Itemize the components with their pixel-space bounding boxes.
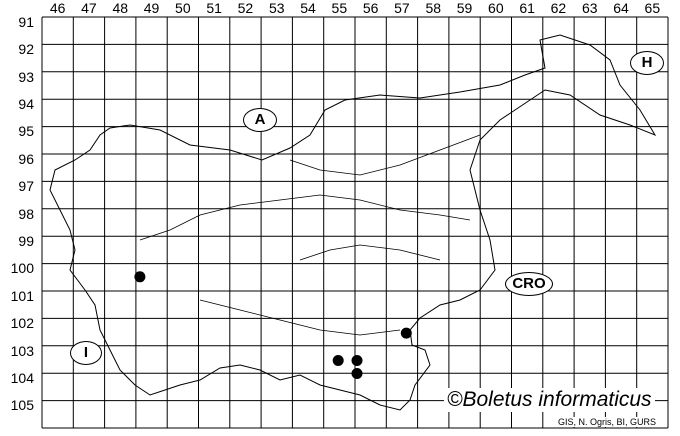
column-label: 46 xyxy=(49,0,66,16)
row-label: 92 xyxy=(18,41,34,58)
column-label: 47 xyxy=(81,0,97,16)
row-label: 91 xyxy=(18,13,34,30)
column-label: 65 xyxy=(644,0,661,16)
column-label: 57 xyxy=(394,0,410,16)
row-label: 95 xyxy=(18,123,34,140)
row-label: 97 xyxy=(18,178,34,195)
row-label: 100 xyxy=(10,260,34,277)
column-label: 63 xyxy=(581,0,598,16)
row-label: 102 xyxy=(10,315,34,332)
row-label: 96 xyxy=(18,150,34,167)
column-label: 55 xyxy=(331,0,348,16)
country-label-croatia: CRO xyxy=(505,272,553,296)
country-label-hungary: H xyxy=(630,51,664,75)
row-label: 93 xyxy=(18,68,34,85)
row-label: 94 xyxy=(18,95,34,112)
copyright-credit: ©Boletus informaticus xyxy=(444,388,655,412)
row-label: 105 xyxy=(10,397,34,414)
column-label: 53 xyxy=(268,0,285,16)
column-label: 54 xyxy=(300,0,316,16)
grid-lines xyxy=(41,16,669,429)
slovenia-border xyxy=(49,34,657,411)
column-label: 48 xyxy=(112,0,129,16)
row-label: 101 xyxy=(10,287,34,304)
record-dot xyxy=(400,327,412,339)
column-label: 50 xyxy=(175,0,191,16)
column-label: 60 xyxy=(488,0,504,16)
column-label: 59 xyxy=(456,0,473,16)
row-label: 103 xyxy=(10,342,34,359)
data-source: GIS, N. Ogris, BI, GURS xyxy=(556,417,659,427)
record-dot xyxy=(351,355,363,366)
record-dot xyxy=(134,271,146,283)
record-dot xyxy=(332,355,344,366)
country-label-italy: I xyxy=(70,341,102,365)
column-label: 52 xyxy=(237,0,254,16)
column-label: 49 xyxy=(143,0,160,16)
record-dots xyxy=(134,271,412,379)
row-label: 99 xyxy=(18,232,34,249)
record-dot xyxy=(351,368,363,379)
column-label: 62 xyxy=(550,0,567,16)
country-label-austria: A xyxy=(243,108,277,132)
column-label: 58 xyxy=(425,0,442,16)
column-label: 61 xyxy=(519,0,535,16)
row-label: 104 xyxy=(10,369,34,386)
column-label: 64 xyxy=(613,0,629,16)
column-label: 51 xyxy=(206,0,222,16)
row-label: 98 xyxy=(18,205,34,222)
river xyxy=(139,134,481,336)
column-label: 56 xyxy=(362,0,379,16)
